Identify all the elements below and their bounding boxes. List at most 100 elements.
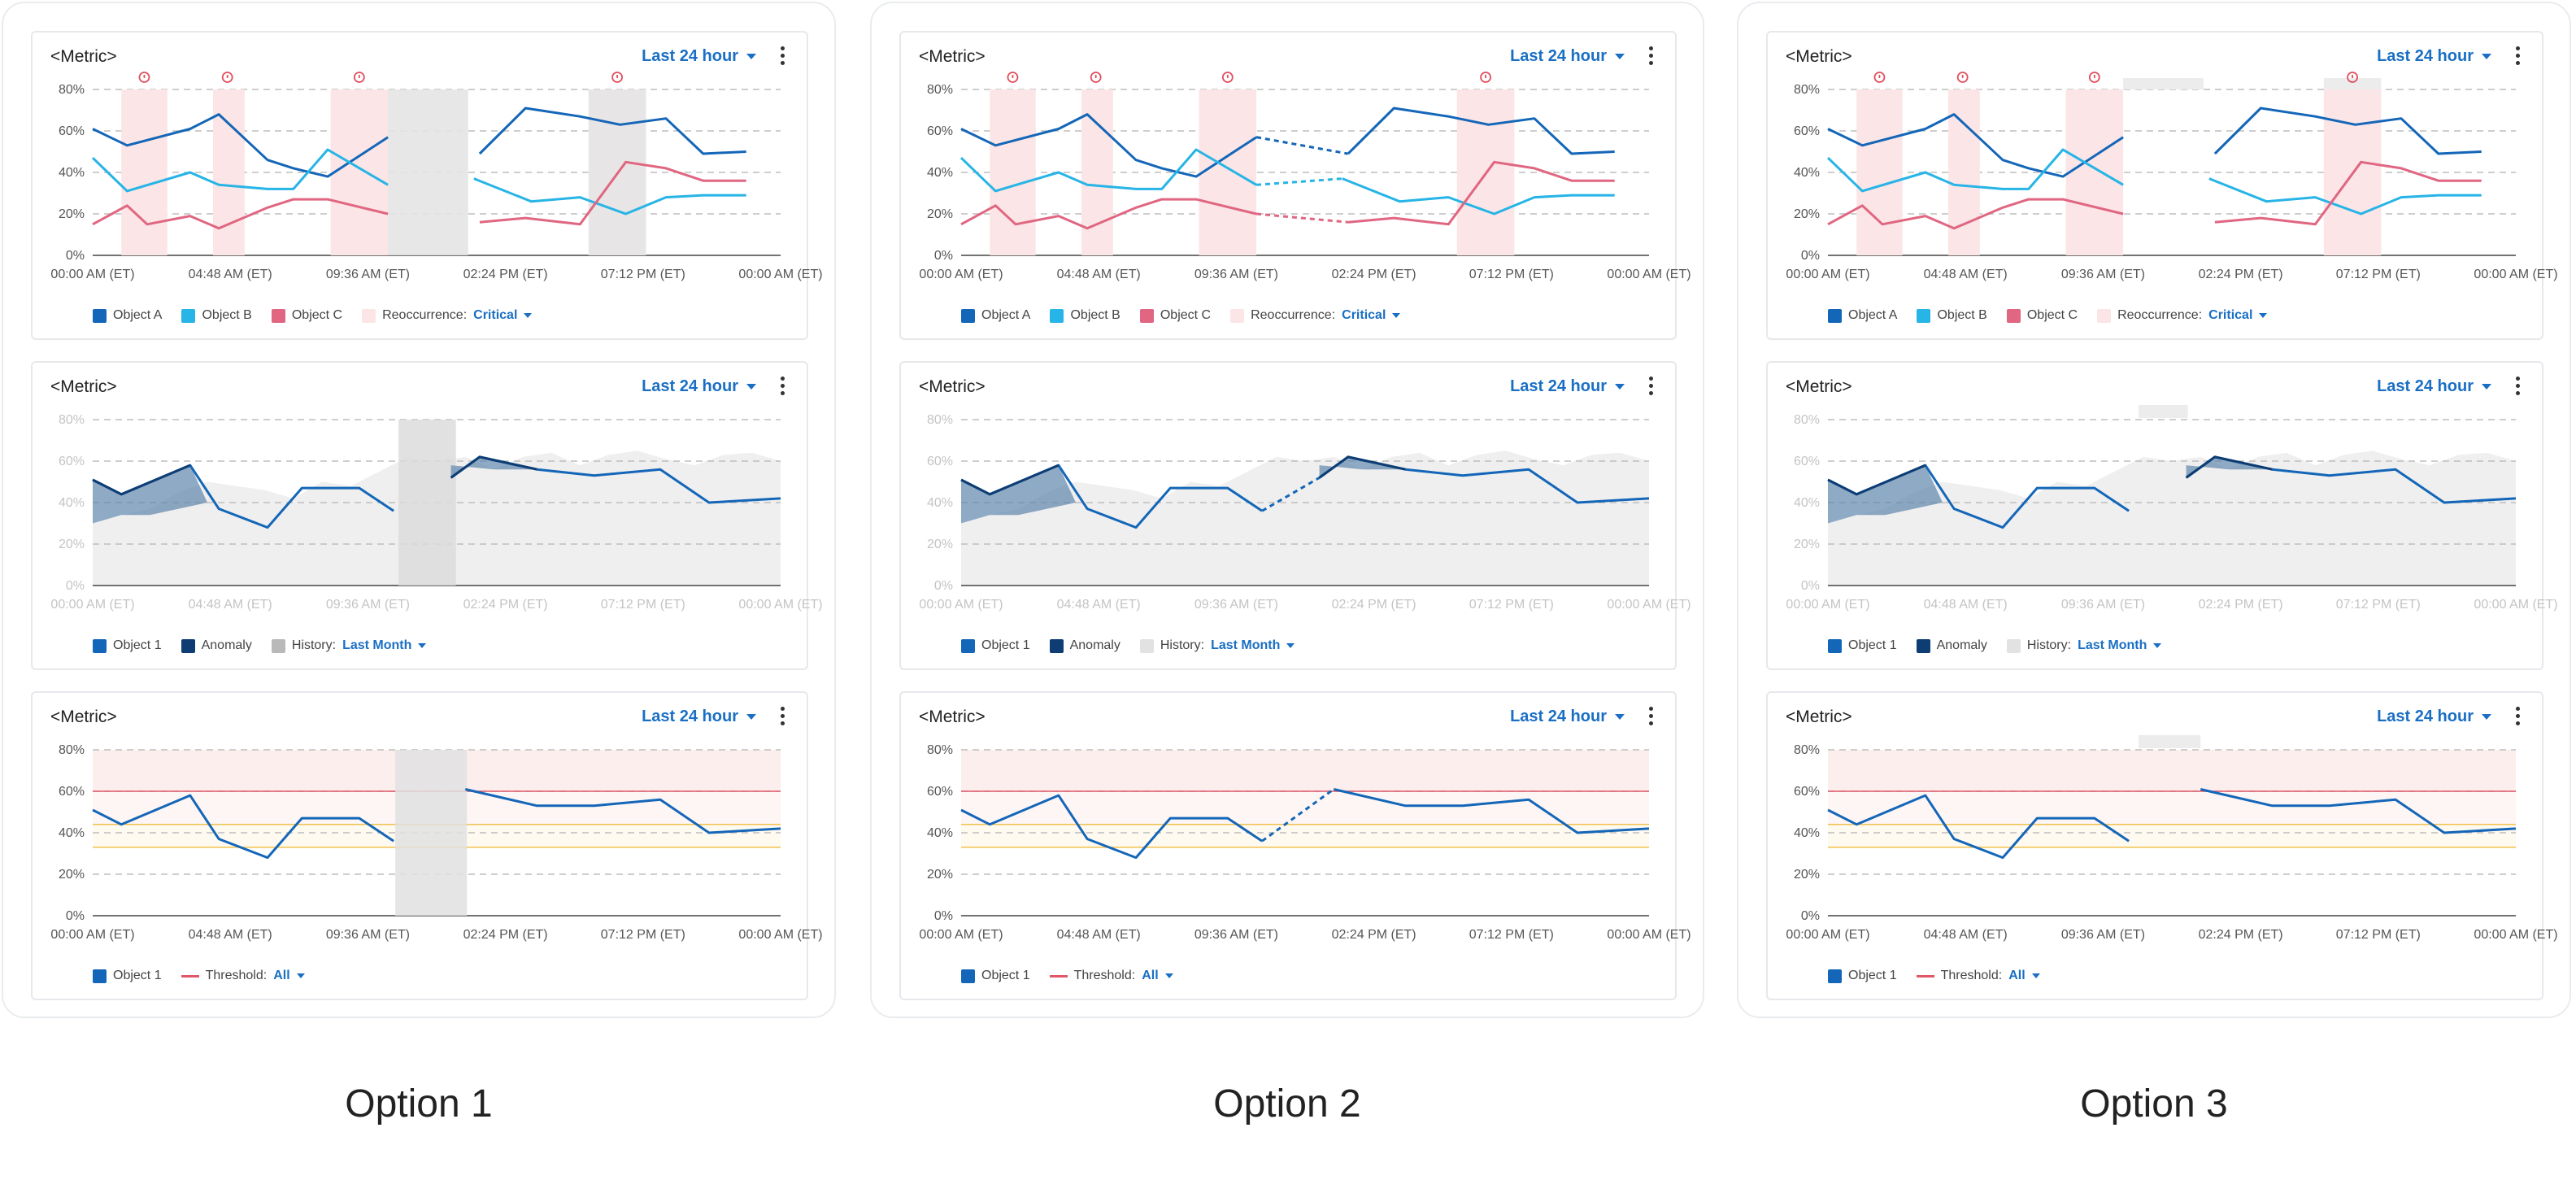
threshold-dropdown[interactable]: All bbox=[273, 969, 305, 983]
legend-swatch bbox=[2006, 638, 2021, 653]
y-tick-label: 20% bbox=[927, 538, 953, 551]
y-tick-label: 80% bbox=[59, 743, 85, 757]
object-b-line bbox=[1826, 148, 2124, 193]
chart-2: 80% 60% 40% 20% 0% 00:00 AM (ET) 04:48 AM (ET)… bbox=[1786, 405, 2558, 612]
alert-icon[interactable] bbox=[138, 72, 150, 83]
alert-icon[interactable] bbox=[611, 72, 623, 83]
time-range-dropdown[interactable]: Last 24 hour bbox=[1510, 47, 1625, 66]
alert-icon[interactable] bbox=[2088, 72, 2100, 83]
reoccurrence-dropdown[interactable]: Critical bbox=[473, 308, 533, 323]
x-tick-label: 02:24 PM (ET) bbox=[463, 268, 548, 281]
legend-swatch bbox=[2097, 308, 2112, 323]
x-tick-label: 00:00 AM (ET) bbox=[738, 928, 822, 942]
more-options-icon[interactable] bbox=[1644, 44, 1657, 70]
more-options-icon[interactable] bbox=[1644, 374, 1657, 400]
alert-icon[interactable] bbox=[1480, 72, 1491, 83]
chart-3: 80% 60% 40% 20% 0% 00:00 AM (ET) 04:48 AM (ET)… bbox=[50, 743, 822, 942]
time-range-label: Last 24 hour bbox=[2377, 377, 2474, 395]
time-range-label: Last 24 hour bbox=[642, 708, 738, 725]
time-range-dropdown[interactable]: Last 24 hour bbox=[2377, 708, 2491, 726]
legend-swatch bbox=[1917, 308, 1931, 323]
alert-icon[interactable] bbox=[1221, 72, 1234, 83]
alert-icon[interactable] bbox=[1873, 72, 1886, 83]
y-tick-label: 40% bbox=[1794, 496, 1820, 510]
legend-reoccurrence: Reoccurrence: Critical bbox=[362, 308, 533, 323]
legend-anomaly: Anomaly bbox=[1916, 638, 1987, 653]
caret-down-icon bbox=[1286, 643, 1295, 648]
time-range-dropdown[interactable]: Last 24 hour bbox=[642, 377, 756, 396]
alert-icon[interactable] bbox=[1090, 72, 1102, 83]
y-tick-label: 20% bbox=[59, 868, 85, 882]
time-range-dropdown[interactable]: Last 24 hour bbox=[1510, 377, 1625, 396]
reoccurrence-dropdown[interactable]: Critical bbox=[2208, 308, 2268, 323]
x-tick-label: 07:12 PM (ET) bbox=[1469, 928, 1554, 942]
caret-down-icon bbox=[418, 643, 427, 648]
critical-zone bbox=[1828, 750, 2516, 791]
more-options-icon[interactable] bbox=[776, 374, 789, 400]
x-tick-label: 09:36 AM (ET) bbox=[2061, 928, 2145, 942]
y-tick-label: 20% bbox=[927, 868, 953, 882]
data-gap-shade bbox=[398, 420, 456, 586]
more-options-icon[interactable] bbox=[1644, 704, 1657, 730]
x-tick-label: 07:12 PM (ET) bbox=[1469, 268, 1554, 281]
object-c-line bbox=[479, 160, 746, 226]
object-b-line bbox=[959, 148, 1257, 193]
alert-icon[interactable] bbox=[1007, 72, 1019, 83]
threshold-dropdown[interactable]: All bbox=[2008, 969, 2040, 983]
option-label-3: Option 3 bbox=[2080, 1082, 2228, 1126]
threshold-dropdown[interactable]: All bbox=[1142, 969, 1173, 983]
y-tick-label: 60% bbox=[927, 455, 953, 468]
more-options-icon[interactable] bbox=[776, 704, 789, 730]
chart-3: 80% 60% 40% 20% 0% 00:00 AM (ET) 04:48 AM (ET)… bbox=[919, 743, 1690, 942]
dropdown-value: Last Month bbox=[2078, 638, 2147, 652]
legend-swatch bbox=[961, 969, 975, 983]
object-1-line bbox=[92, 794, 394, 860]
dropdown-value: Critical bbox=[2208, 308, 2253, 322]
option-panel-1: <Metric> Last 24 hour 80% 60% 40% 20% 0% 00:00 … bbox=[2, 2, 836, 1018]
caret-down-icon bbox=[1392, 313, 1401, 318]
anomaly-line bbox=[2185, 455, 2273, 479]
option-label-2: Option 2 bbox=[1213, 1082, 1361, 1126]
x-tick-label: 02:24 PM (ET) bbox=[1332, 928, 1416, 942]
legend-object-1: Object 1 bbox=[93, 969, 162, 983]
chart-legend: Object 1 Threshold: All bbox=[1828, 964, 2040, 987]
caution-zone bbox=[1828, 824, 2516, 847]
object-c-gap-connector bbox=[1255, 212, 1349, 224]
anomaly-area bbox=[961, 465, 1076, 524]
object-1-gap-connector bbox=[1261, 788, 1335, 843]
more-options-icon[interactable] bbox=[2511, 44, 2524, 70]
legend-label: Anomaly bbox=[1069, 638, 1120, 652]
time-range-dropdown[interactable]: Last 24 hour bbox=[2377, 47, 2491, 66]
x-tick-label: 09:36 AM (ET) bbox=[2061, 268, 2145, 281]
legend-label: Object A bbox=[1848, 308, 1898, 322]
x-tick-label: 09:36 AM (ET) bbox=[326, 268, 410, 281]
anomaly-area bbox=[93, 465, 207, 524]
alert-icon[interactable] bbox=[353, 72, 365, 83]
x-tick-label: 00:00 AM (ET) bbox=[1786, 598, 1869, 612]
history-dropdown[interactable]: Last Month bbox=[342, 638, 427, 653]
y-tick-label: 60% bbox=[59, 785, 85, 799]
more-options-icon[interactable] bbox=[2511, 704, 2524, 730]
history-dropdown[interactable]: Last Month bbox=[1211, 638, 1295, 653]
x-tick-label: 07:12 PM (ET) bbox=[2336, 268, 2421, 281]
legend-label: Object A bbox=[981, 308, 1031, 322]
more-options-icon[interactable] bbox=[776, 44, 789, 70]
alert-icon[interactable] bbox=[2347, 72, 2358, 83]
object-1-gap-connector bbox=[1261, 477, 1321, 512]
legend-object-b: Object B bbox=[1050, 308, 1120, 323]
legend-object-b: Object B bbox=[1917, 308, 1987, 323]
legend-label: Object 1 bbox=[981, 969, 1030, 982]
alert-icon[interactable] bbox=[1956, 72, 1969, 83]
time-range-dropdown[interactable]: Last 24 hour bbox=[2377, 377, 2491, 396]
reoccurrence-dropdown[interactable]: Critical bbox=[1342, 308, 1401, 323]
time-range-dropdown[interactable]: Last 24 hour bbox=[1510, 708, 1625, 726]
more-options-icon[interactable] bbox=[2511, 374, 2524, 400]
time-range-dropdown[interactable]: Last 24 hour bbox=[642, 47, 756, 66]
object-a-line bbox=[478, 107, 746, 155]
x-tick-label: 04:48 AM (ET) bbox=[1924, 928, 2008, 942]
time-range-dropdown[interactable]: Last 24 hour bbox=[642, 708, 756, 726]
alert-icon[interactable] bbox=[221, 72, 233, 83]
critical-zone bbox=[961, 750, 1649, 791]
history-dropdown[interactable]: Last Month bbox=[2078, 638, 2162, 653]
object-1-line bbox=[1333, 788, 1650, 834]
